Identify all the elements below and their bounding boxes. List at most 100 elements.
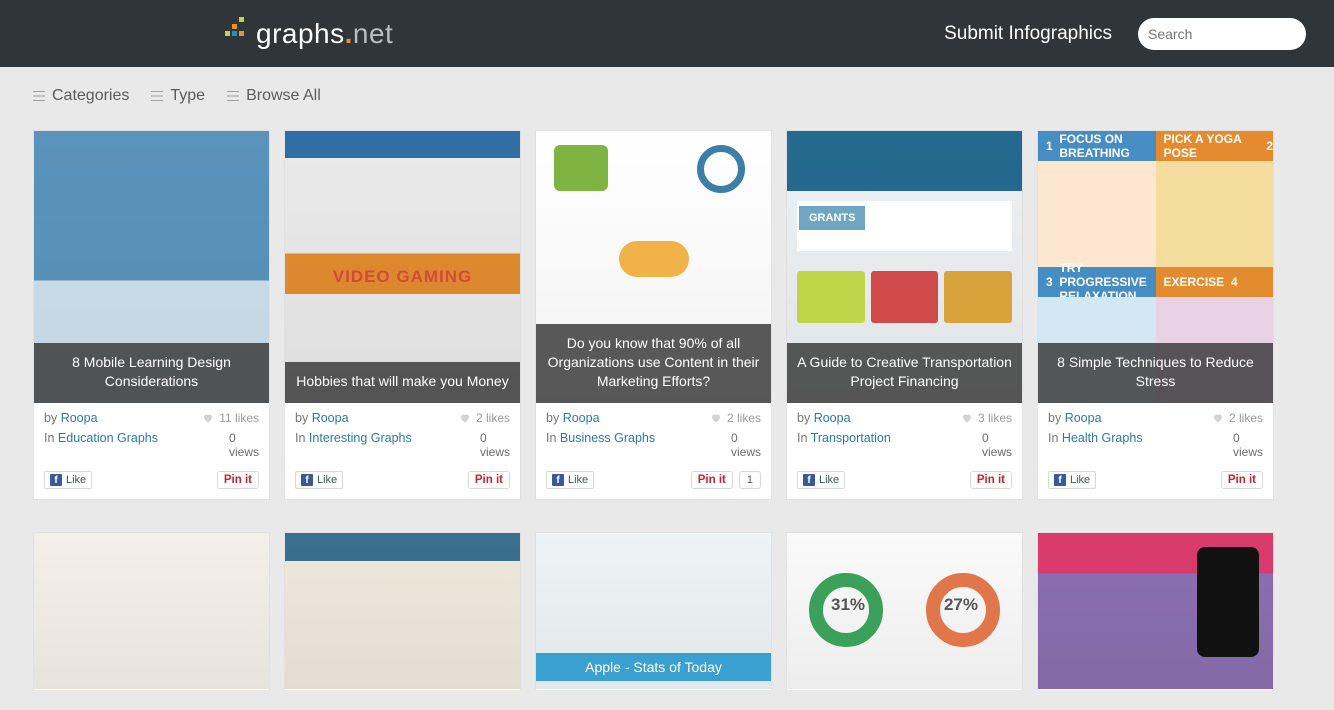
heart-icon: [1212, 412, 1224, 424]
heart-icon: [710, 412, 722, 424]
search-box[interactable]: [1138, 18, 1306, 50]
card-meta: by Roopa 3 likes In Transportation 0view…: [787, 403, 1022, 465]
author-link[interactable]: Roopa: [563, 411, 600, 425]
facebook-like-button[interactable]: f Like: [295, 471, 343, 489]
nav-type[interactable]: Type: [151, 87, 205, 105]
card-thumbnail[interactable]: VIDEO GAMING Hobbies that will make you …: [285, 131, 520, 403]
stat-label: 27%: [944, 595, 978, 615]
menu-icon: [227, 91, 239, 101]
pin-label: Pin it: [977, 474, 1005, 486]
likes[interactable]: 2 likes: [459, 411, 510, 425]
card[interactable]: 1 FOCUS ON BREATHING PICK A YOGA POSE 2 …: [1037, 130, 1274, 500]
pinterest-pin-button[interactable]: Pin it: [691, 471, 733, 489]
facebook-like-button[interactable]: fLike: [546, 471, 594, 489]
thumb-caption: GRANTS: [799, 206, 865, 230]
facebook-like-button[interactable]: fLike: [44, 471, 92, 489]
likes[interactable]: 2 likes: [1212, 411, 1263, 425]
author-link[interactable]: Roopa: [1065, 411, 1102, 425]
share-row: fLike Pin it: [787, 465, 1022, 499]
card-thumbnail[interactable]: [285, 533, 520, 689]
card[interactable]: 31% 27%: [786, 532, 1023, 690]
card-thumbnail[interactable]: Do you know that 90% of all Organization…: [536, 131, 771, 403]
byline: by Roopa: [546, 411, 600, 425]
card-thumbnail[interactable]: 1 FOCUS ON BREATHING PICK A YOGA POSE 2 …: [1038, 131, 1273, 403]
card[interactable]: Do you know that 90% of all Organization…: [535, 130, 772, 500]
card[interactable]: GRANTS A Guide to Creative Transportatio…: [786, 130, 1023, 500]
nav-categories[interactable]: Categories: [33, 87, 129, 105]
fb-like-label: Like: [317, 474, 337, 486]
share-row: fLike Pin it 1: [536, 465, 771, 499]
likes-count: 2 likes: [727, 411, 761, 425]
fb-like-label: Like: [819, 474, 839, 486]
card-thumbnail[interactable]: 8 Mobile Learning Design Considerations: [34, 131, 269, 403]
card[interactable]: [1037, 532, 1274, 690]
facebook-icon: f: [1054, 474, 1066, 486]
pinterest-pin-button[interactable]: Pin it: [217, 471, 259, 489]
facebook-icon: f: [552, 474, 564, 486]
category-line: In Business Graphs: [546, 431, 655, 459]
logo-text: graphs.net: [256, 18, 393, 50]
category-link[interactable]: Education Graphs: [58, 431, 158, 445]
pinterest-pin-button[interactable]: Pin it: [970, 471, 1012, 489]
category-line: In Health Graphs: [1048, 431, 1143, 459]
card-title: Do you know that 90% of all Organization…: [536, 324, 771, 403]
thumb-caption: Apple - Stats of Today: [536, 653, 771, 681]
views: 0views: [982, 431, 1012, 459]
logo-word-white: graphs: [256, 18, 345, 49]
nav-categories-label: Categories: [52, 87, 129, 105]
author-link[interactable]: Roopa: [312, 411, 349, 425]
likes[interactable]: 2 likes: [710, 411, 761, 425]
secondary-nav: Categories Type Browse All: [0, 73, 1334, 118]
category-link[interactable]: Interesting Graphs: [309, 431, 412, 445]
card[interactable]: Apple - Stats of Today: [535, 532, 772, 690]
card-thumbnail[interactable]: Apple - Stats of Today: [536, 533, 771, 689]
submit-infographics-link[interactable]: Submit Infographics: [944, 23, 1112, 45]
infographic-grid-row2: Apple - Stats of Today 31% 27%: [0, 520, 1334, 710]
card-meta: by Roopa 2 likes In Health Graphs 0views: [1038, 403, 1273, 465]
fb-like-label: Like: [1070, 474, 1090, 486]
category-line: In Education Graphs: [44, 431, 158, 459]
likes-count: 2 likes: [476, 411, 510, 425]
card-title: 8 Mobile Learning Design Considerations: [34, 343, 269, 403]
likes-count: 3 likes: [978, 411, 1012, 425]
thumb-caption: VIDEO GAMING: [285, 267, 520, 287]
views: 0views: [731, 431, 761, 459]
author-link[interactable]: Roopa: [61, 411, 98, 425]
category-link[interactable]: Health Graphs: [1062, 431, 1143, 445]
search-input[interactable]: [1148, 26, 1329, 42]
facebook-icon: f: [301, 474, 313, 486]
facebook-like-button[interactable]: fLike: [797, 471, 845, 489]
author-link[interactable]: Roopa: [814, 411, 851, 425]
nav-browse-all[interactable]: Browse All: [227, 87, 321, 105]
menu-icon: [33, 91, 45, 101]
card-thumbnail[interactable]: [1038, 533, 1273, 689]
pin-label: Pin it: [1228, 474, 1256, 486]
category-link[interactable]: Business Graphs: [560, 431, 655, 445]
card[interactable]: [284, 532, 521, 690]
fb-like-label: Like: [66, 474, 86, 486]
card-meta: by Roopa 2 likes In Interesting Graphs 0…: [285, 403, 520, 465]
byline: by Roopa: [44, 411, 98, 425]
card-title: 8 Simple Techniques to Reduce Stress: [1038, 343, 1273, 403]
card[interactable]: VIDEO GAMING Hobbies that will make you …: [284, 130, 521, 500]
card-thumbnail[interactable]: 31% 27%: [787, 533, 1022, 689]
likes[interactable]: 3 likes: [961, 411, 1012, 425]
card-thumbnail[interactable]: GRANTS A Guide to Creative Transportatio…: [787, 131, 1022, 403]
card[interactable]: 8 Mobile Learning Design Considerations …: [33, 130, 270, 500]
logo-dot: .: [345, 18, 353, 49]
heart-icon: [202, 412, 214, 424]
category-link[interactable]: Transportation: [811, 431, 891, 445]
category-line: In Transportation: [797, 431, 891, 459]
card[interactable]: [33, 532, 270, 690]
views: 0views: [229, 431, 259, 459]
pinterest-pin-button[interactable]: Pin it: [468, 471, 510, 489]
pin-count: 1: [739, 471, 761, 489]
card-thumbnail[interactable]: [34, 533, 269, 689]
facebook-like-button[interactable]: f Like: [1048, 471, 1096, 489]
heart-icon: [961, 412, 973, 424]
nav-type-label: Type: [170, 87, 205, 105]
infographic-grid: 8 Mobile Learning Design Considerations …: [0, 118, 1334, 520]
site-logo[interactable]: graphs.net: [225, 17, 393, 50]
likes[interactable]: 11 likes: [202, 411, 259, 425]
pinterest-pin-button[interactable]: Pin it: [1221, 471, 1263, 489]
